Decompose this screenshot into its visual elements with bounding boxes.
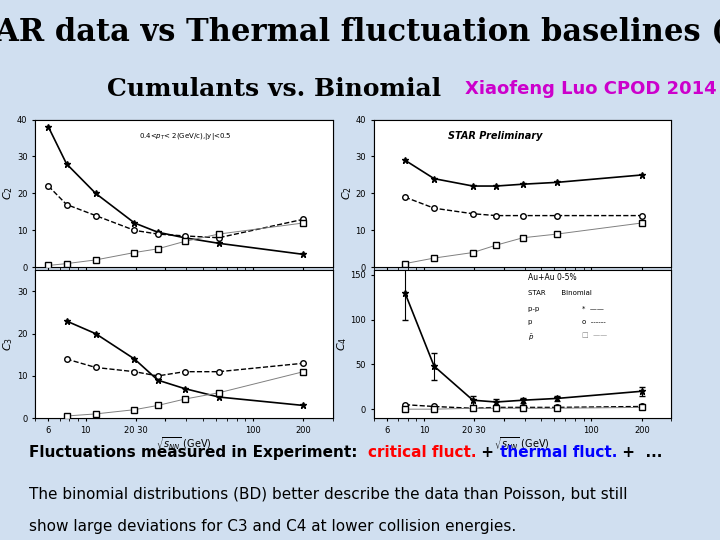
Text: p: p	[528, 319, 541, 325]
Text: The binomial distributions (BD) better describe the data than Poisson, but still: The binomial distributions (BD) better d…	[29, 487, 627, 502]
Text: STAR Preliminary: STAR Preliminary	[448, 131, 542, 141]
Text: o  ------: o ------	[582, 319, 606, 325]
FancyBboxPatch shape	[35, 271, 333, 418]
X-axis label: $\sqrt{s_{NN}}$ (GeV): $\sqrt{s_{NN}}$ (GeV)	[495, 285, 550, 301]
Text: STAR       Binomial: STAR Binomial	[528, 289, 593, 295]
Text: p-p: p-p	[528, 306, 542, 312]
Text: thermal fluct.: thermal fluct.	[500, 445, 617, 460]
X-axis label: $\sqrt{s_{NN}}$ (GeV): $\sqrt{s_{NN}}$ (GeV)	[156, 285, 212, 301]
Text: 0.4<$p_T$< 2(GeV/c),|y|<0.5: 0.4<$p_T$< 2(GeV/c),|y|<0.5	[140, 131, 232, 143]
Text: critical fluct.: critical fluct.	[368, 445, 477, 460]
Y-axis label: $C_2$: $C_2$	[1, 186, 16, 200]
FancyBboxPatch shape	[35, 119, 333, 267]
Text: Xiaofeng Luo CPOD 2014: Xiaofeng Luo CPOD 2014	[464, 80, 716, 98]
X-axis label: $\sqrt{s_{NN}}$ (GeV): $\sqrt{s_{NN}}$ (GeV)	[156, 436, 212, 452]
Text: Fluctuations measured in Experiment:: Fluctuations measured in Experiment:	[29, 445, 368, 460]
Text: Au+Au 0-5%: Au+Au 0-5%	[528, 273, 577, 282]
Text: Cumulants vs. Binomial: Cumulants vs. Binomial	[107, 77, 441, 101]
Y-axis label: $C_3$: $C_3$	[1, 338, 16, 351]
Text: STAR data vs Thermal fluctuation baselines (II): STAR data vs Thermal fluctuation baselin…	[0, 17, 720, 48]
Text: *  ——: * ——	[582, 306, 604, 312]
Y-axis label: $C_4$: $C_4$	[335, 337, 348, 352]
FancyBboxPatch shape	[374, 119, 671, 267]
Text: □  ——: □ ——	[582, 333, 607, 339]
Text: +: +	[477, 445, 500, 460]
Y-axis label: $C_2$: $C_2$	[340, 186, 354, 200]
Text: show large deviations for C3 and C4 at lower collision energies.: show large deviations for C3 and C4 at l…	[29, 518, 516, 534]
Text: +  ...: + ...	[617, 445, 662, 460]
Text: $\bar{p}$: $\bar{p}$	[528, 333, 539, 343]
FancyBboxPatch shape	[374, 271, 671, 418]
X-axis label: $\sqrt{s_{NN}}$ (GeV): $\sqrt{s_{NN}}$ (GeV)	[495, 436, 550, 452]
